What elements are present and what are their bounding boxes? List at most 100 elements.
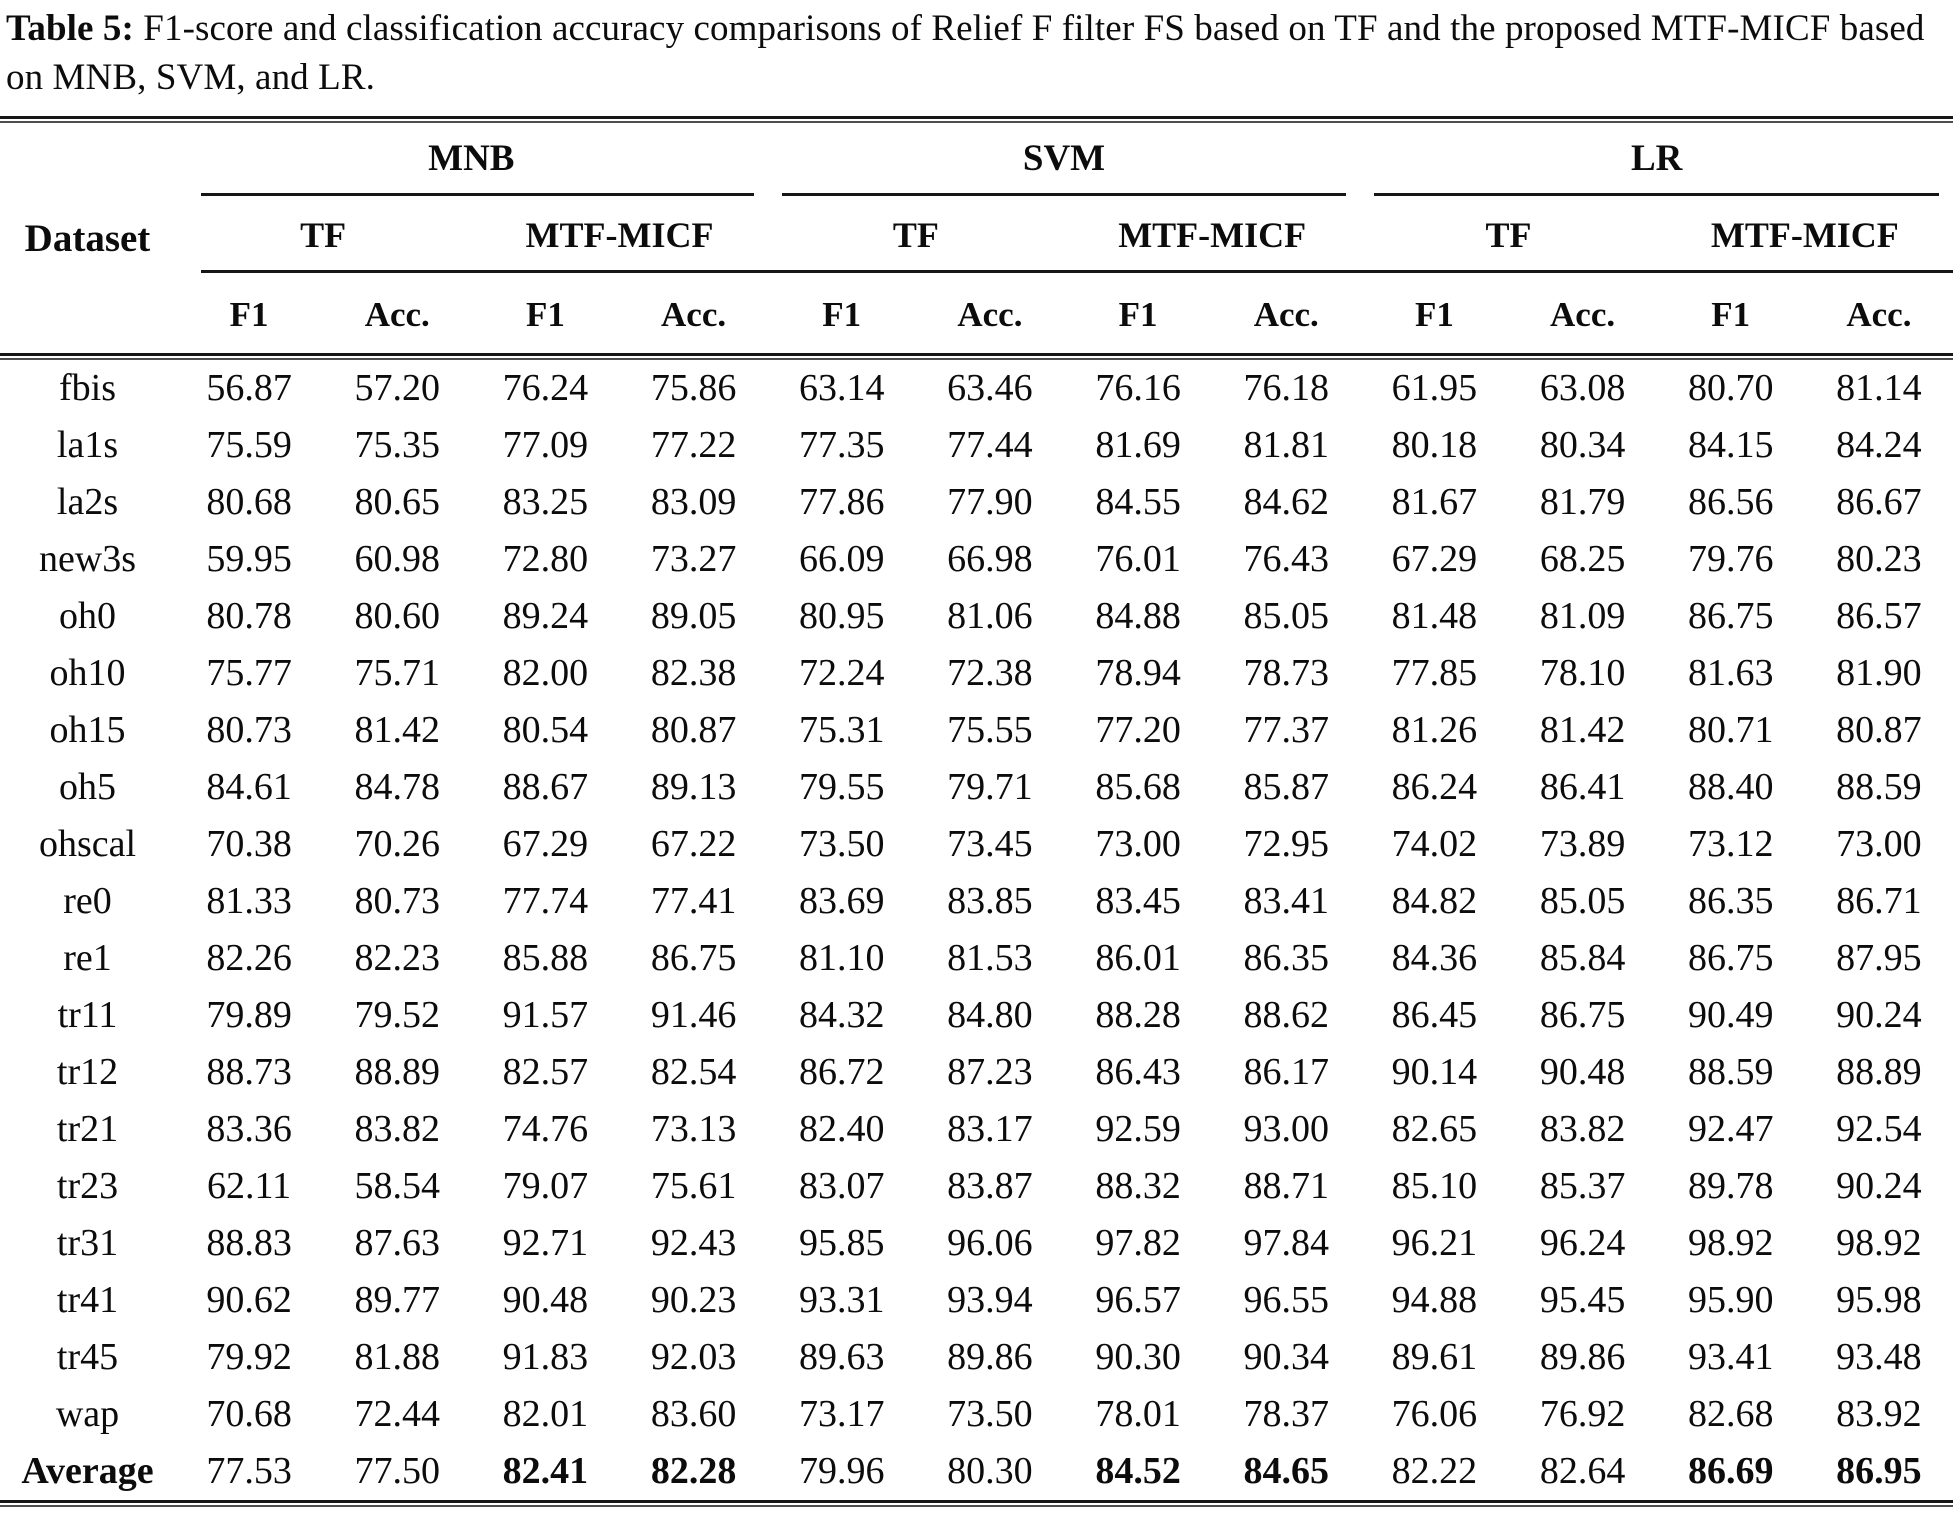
- metric-value: 89.86: [1539, 1336, 1626, 1378]
- dataset-label: wap: [55, 1393, 120, 1435]
- metric-value: 77.41: [650, 880, 737, 922]
- metric-value: 90.49: [1687, 994, 1774, 1036]
- metric-value: 94.88: [1391, 1279, 1478, 1321]
- table-row: tr45 79.92 81.88 91.83 92.03 89.63 89.86 90.30 9…: [0, 1329, 1953, 1386]
- metric-value: 86.69: [1687, 1450, 1774, 1492]
- metric-value: 88.71: [1243, 1165, 1329, 1207]
- metric-value: 90.48: [502, 1279, 589, 1321]
- metric-value: 88.62: [1243, 994, 1329, 1036]
- metric-value: 72.24: [798, 652, 885, 694]
- metric-value: 70.26: [354, 823, 440, 865]
- metric-value: 86.35: [1243, 937, 1329, 979]
- table-row: tr12 88.73 88.89 82.57 82.54 86.72 87.23 86.43 8…: [0, 1044, 1953, 1101]
- metric-value: 92.47: [1687, 1108, 1774, 1150]
- metric-value: 86.72: [798, 1051, 885, 1093]
- metric-value: 77.44: [947, 424, 1033, 466]
- metric-value: 89.13: [650, 766, 737, 808]
- metric-value: 79.76: [1687, 538, 1774, 580]
- metric-value: 96.21: [1391, 1222, 1478, 1264]
- table-row: oh5 84.61 84.78 88.67 89.13 79.55 79.71 85.68 85…: [0, 759, 1953, 816]
- metric-value: 82.38: [650, 652, 737, 694]
- metric-value: 84.82: [1391, 880, 1478, 922]
- metric-value: 67.29: [1391, 538, 1478, 580]
- table-row: oh15 80.73 81.42 80.54 80.87 75.31 75.55 77.20 7…: [0, 702, 1953, 759]
- group-header-lr: LR: [1630, 137, 1683, 179]
- metric-value: 88.32: [1095, 1165, 1181, 1207]
- metric-header: Acc.: [1550, 295, 1616, 334]
- metric-value: 81.09: [1539, 595, 1626, 637]
- metric-value: 82.65: [1391, 1108, 1478, 1150]
- metric-value: 86.01: [1095, 937, 1181, 979]
- metric-value: 75.61: [650, 1165, 737, 1207]
- metric-value: 82.22: [1391, 1450, 1478, 1492]
- metric-value: 82.01: [502, 1393, 589, 1435]
- metric-value: 80.54: [502, 709, 589, 751]
- metric-value: 83.69: [798, 880, 885, 922]
- subheader-mnb-mtfmicf: MTF-MICF: [525, 215, 714, 255]
- metric-value: 74.02: [1391, 823, 1478, 865]
- metric-value: 86.71: [1836, 880, 1922, 922]
- metric-value: 79.89: [206, 994, 292, 1036]
- metric-value: 77.37: [1243, 709, 1329, 751]
- metric-value: 88.28: [1095, 994, 1181, 1036]
- metric-value: 73.50: [798, 823, 885, 865]
- metric-value: 77.50: [354, 1450, 440, 1492]
- dataset-label: tr23: [56, 1165, 119, 1207]
- metric-value: 84.61: [206, 766, 292, 808]
- metric-value: 78.73: [1243, 652, 1329, 694]
- metric-value: 76.06: [1391, 1393, 1478, 1435]
- metric-value: 77.09: [502, 424, 589, 466]
- header-body-rule: [0, 353, 1953, 360]
- metric-value: 77.20: [1095, 709, 1181, 751]
- metric-value: 95.90: [1687, 1279, 1774, 1321]
- metric-value: 85.87: [1243, 766, 1329, 808]
- metric-value: 85.05: [1243, 595, 1329, 637]
- metric-value: 66.98: [947, 538, 1033, 580]
- metric-value: 85.84: [1539, 937, 1626, 979]
- metric-value: 96.57: [1095, 1279, 1181, 1321]
- metric-value: 92.71: [502, 1222, 589, 1264]
- metric-header: Acc.: [957, 295, 1023, 334]
- metric-value: 86.24: [1391, 766, 1478, 808]
- metric-value: 86.41: [1539, 766, 1626, 808]
- metric-value: 89.86: [947, 1336, 1033, 1378]
- metric-value: 82.68: [1687, 1393, 1774, 1435]
- metric-value: 77.53: [206, 1450, 292, 1492]
- metric-value: 76.92: [1539, 1393, 1626, 1435]
- metric-value: 79.07: [502, 1165, 589, 1207]
- metric-value: 88.67: [502, 766, 589, 808]
- metric-value: 97.82: [1095, 1222, 1181, 1264]
- metric-value: 88.89: [1836, 1051, 1922, 1093]
- lr-group-rule: [1374, 193, 1939, 196]
- table-row: la2s 80.68 80.65 83.25 83.09 77.86 77.90 84.55 8…: [0, 474, 1953, 531]
- dataset-label: tr21: [56, 1108, 119, 1150]
- metric-value: 80.65: [354, 481, 440, 523]
- metric-value: 84.52: [1095, 1450, 1181, 1492]
- subheader-rule: [201, 270, 1953, 273]
- metric-value: 91.83: [502, 1336, 589, 1378]
- metric-value: 80.70: [1687, 367, 1774, 409]
- metric-value: 81.79: [1539, 481, 1626, 523]
- metric-value: 83.25: [502, 481, 589, 523]
- subheader-svm-mtfmicf: MTF-MICF: [1118, 215, 1307, 255]
- metric-value: 80.73: [354, 880, 440, 922]
- metric-value: 58.54: [354, 1165, 440, 1207]
- metric-value: 82.41: [502, 1450, 589, 1492]
- metric-value: 86.17: [1243, 1051, 1329, 1093]
- metric-header: F1: [229, 295, 269, 334]
- metric-value: 81.90: [1836, 652, 1922, 694]
- group-header-svm: SVM: [1022, 137, 1106, 179]
- metric-value: 81.81: [1243, 424, 1329, 466]
- metric-value: 83.60: [650, 1393, 737, 1435]
- metric-value: 62.11: [207, 1165, 292, 1207]
- metric-value: 86.95: [1836, 1450, 1922, 1492]
- metric-value: 60.98: [354, 538, 440, 580]
- metric-value: 73.12: [1687, 823, 1774, 865]
- metric-value: 83.09: [650, 481, 737, 523]
- metric-value: 87.23: [947, 1051, 1033, 1093]
- metric-value: 81.14: [1836, 367, 1922, 409]
- metric-value: 74.76: [502, 1108, 589, 1150]
- metric-value: 80.78: [206, 595, 292, 637]
- metric-value: 80.68: [206, 481, 292, 523]
- metric-value: 88.83: [206, 1222, 292, 1264]
